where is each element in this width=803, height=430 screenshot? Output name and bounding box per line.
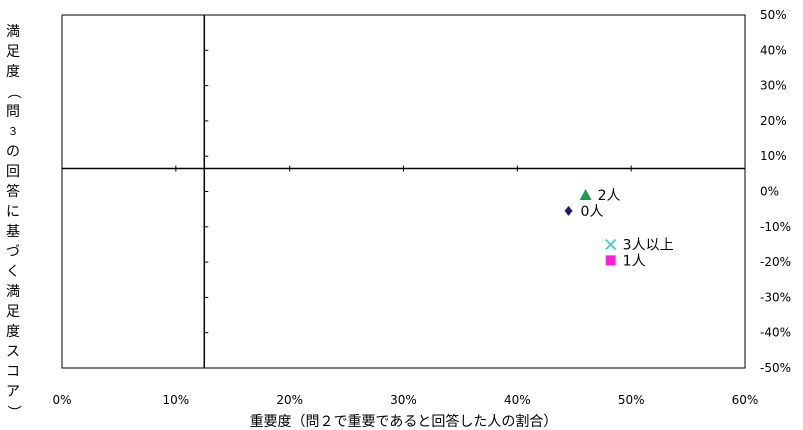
y-tick-label: -40% — [760, 326, 791, 340]
x-tick-label: 20% — [276, 393, 303, 407]
plot-frame — [61, 14, 746, 369]
x-tick-label: 60% — [732, 393, 759, 407]
point-label: 3人以上 — [623, 237, 674, 253]
y-tick-label: 50% — [760, 8, 787, 22]
y-tick-label: 10% — [760, 149, 787, 163]
x-tick-label: 50% — [618, 393, 645, 407]
y-axis-title: 満足度（問 ３ の回答に基づく満足度スコア） — [5, 24, 21, 419]
x-tick-label: 0% — [52, 393, 71, 407]
point-label: 2人 — [598, 188, 621, 204]
point-label: 1人 — [623, 253, 646, 269]
y-tick-label: 40% — [760, 43, 787, 57]
point-label: 0人 — [581, 204, 604, 220]
point-marker — [564, 205, 573, 216]
point-marker — [605, 255, 616, 266]
x-tick-label: 30% — [390, 393, 417, 407]
point-marker — [579, 189, 592, 201]
y-tick-label: 0% — [760, 185, 779, 199]
x-axis-title: 重要度（問２で重要であると回答した人の割合） — [250, 413, 558, 430]
x-tick-label: 40% — [504, 393, 531, 407]
y-tick-label: -50% — [760, 361, 791, 375]
y-tick-label: -20% — [760, 255, 791, 269]
x-tick-label: 10% — [162, 393, 189, 407]
y-tick-label: -30% — [760, 290, 791, 304]
y-tick-label: 20% — [760, 114, 787, 128]
point-marker — [605, 238, 617, 251]
y-tick-label: 30% — [760, 79, 787, 93]
y-tick-label: -10% — [760, 220, 791, 234]
